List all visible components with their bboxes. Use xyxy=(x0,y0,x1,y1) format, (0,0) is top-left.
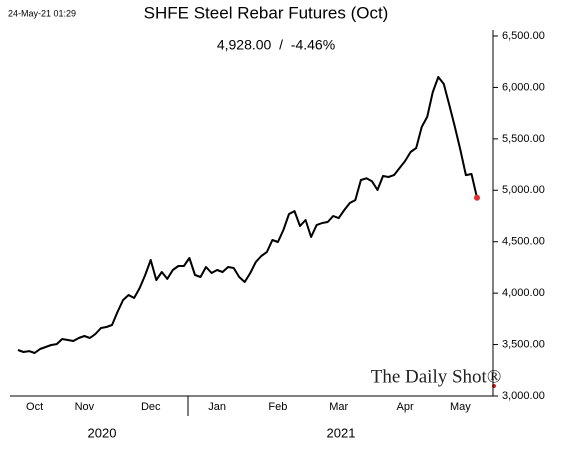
y-tick-label: 3,000.00 xyxy=(502,390,545,402)
year-label: 2021 xyxy=(327,425,356,440)
x-tick-label: Apr xyxy=(397,401,414,413)
chart-title: SHFE Steel Rebar Futures (Oct) xyxy=(144,3,389,22)
timestamp: 24-May-21 01:29 xyxy=(8,8,76,18)
last-point xyxy=(474,194,480,201)
chart-subtitle: 4,928.00 / -4.46% xyxy=(217,37,335,53)
x-tick-label: Jan xyxy=(208,401,226,413)
y-tick-label: 5,500.00 xyxy=(502,133,545,145)
y-tick-label: 4,500.00 xyxy=(502,236,545,248)
x-tick-label: Mar xyxy=(329,401,348,413)
year-label: 2020 xyxy=(88,425,117,440)
x-tick-label: Dec xyxy=(141,401,161,413)
x-tick-label: Oct xyxy=(26,401,43,413)
y-tick-label: 3,500.00 xyxy=(502,338,545,350)
line xyxy=(17,76,478,354)
y-tick-label: 6,000.00 xyxy=(502,81,545,93)
x-tick-label: Nov xyxy=(75,401,95,413)
y-tick-label: 5,000.00 xyxy=(502,184,545,196)
y-tick-label: 4,000.00 xyxy=(502,287,545,299)
x-tick-label: May xyxy=(450,401,471,413)
y-tick-label: 6,500.00 xyxy=(502,30,545,42)
watermark: The Daily Shot® xyxy=(371,366,502,387)
x-tick-label: Feb xyxy=(268,401,287,413)
